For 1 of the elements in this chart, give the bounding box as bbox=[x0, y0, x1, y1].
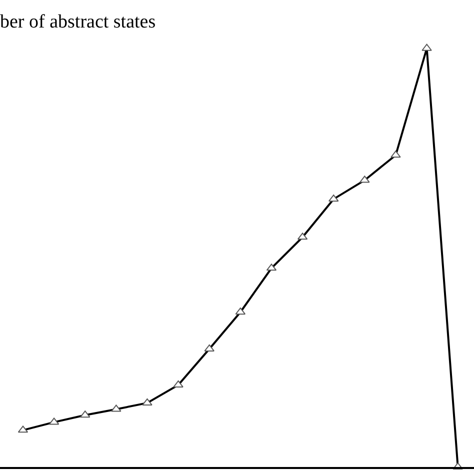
chart-title: ber of abstract states bbox=[0, 12, 156, 33]
